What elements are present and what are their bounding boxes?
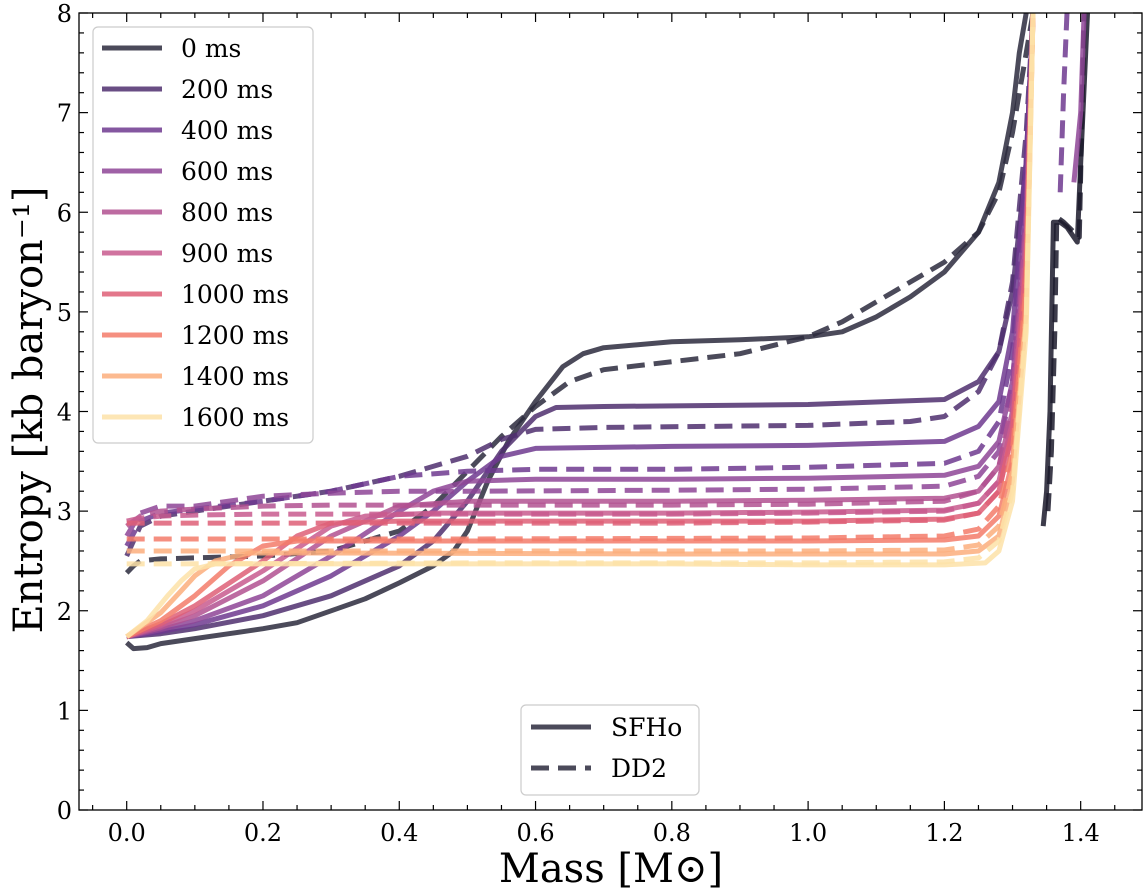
x-tick-label: 1.0 <box>789 819 827 847</box>
legend-label: 900 ms <box>181 239 273 268</box>
labels-layer: 0.0 0.2 0.4 0.6 0.8 1.0 1.2 1.4 0 1 2 3 4 5 6 7 8 <box>57 0 1100 847</box>
legend-eos-label: DD2 <box>611 754 667 783</box>
series-line-outer-spikes-sfho <box>1071 13 1087 183</box>
legend-label: 0 ms <box>181 34 241 63</box>
x-tick-label: 1.4 <box>1062 819 1100 847</box>
y-tick-label: 1 <box>57 697 72 725</box>
x-tick-label: 1.2 <box>925 819 963 847</box>
ticks-layer <box>79 12 1142 811</box>
series-layer <box>124 13 1090 652</box>
legend-eos-label: SFHo <box>611 713 682 742</box>
series-line-late-time-lobe-dd2 <box>1045 13 1087 512</box>
legend-label: 1600 ms <box>181 403 289 432</box>
y-tick-label: 7 <box>57 100 72 128</box>
x-tick-label: 0.4 <box>380 819 418 847</box>
x-tick-label: 0.0 <box>108 819 146 847</box>
y-tick-label: 6 <box>57 199 72 227</box>
y-tick-label: 3 <box>57 498 72 526</box>
x-axis-title: Mass [M⊙] <box>499 846 723 892</box>
legend-times: 0 ms 200 ms 400 ms 600 ms 800 ms 900 ms 1000 m… <box>92 26 314 444</box>
y-tick-label: 4 <box>57 399 72 427</box>
y-axis-title: Entropy [kb baryon⁻¹] <box>6 186 52 633</box>
y-tick-label: 8 <box>57 0 72 28</box>
legend-label: 800 ms <box>181 198 273 227</box>
series-line-800-ms-dd2 <box>125 13 1036 529</box>
series-line-outer-spikes-dd2 <box>1057 13 1070 193</box>
x-tick-label: 0.6 <box>516 819 554 847</box>
legend-label: 1200 ms <box>181 321 289 350</box>
legend-label: 1000 ms <box>181 280 289 309</box>
x-tick-label: 0.2 <box>244 819 282 847</box>
legend-label: 400 ms <box>181 116 273 145</box>
series-line-0-ms-dd2 <box>124 13 1036 575</box>
series-line-600-ms-dd2 <box>124 13 1036 538</box>
y-tick-label: 2 <box>57 598 72 626</box>
series-line-400-ms-sfho <box>126 13 1036 640</box>
y-tick-label: 0 <box>57 797 72 825</box>
legend-eos: SFHo DD2 <box>520 704 700 796</box>
series-line-1600-ms-dd2 <box>126 13 1036 567</box>
legend-label: 200 ms <box>181 75 273 104</box>
series-line-200-ms-sfho <box>126 13 1036 640</box>
x-tick-label: 0.8 <box>653 819 691 847</box>
legend-label: 1400 ms <box>181 362 289 391</box>
series-line-400-ms-dd2 <box>124 13 1036 548</box>
legend-label: 600 ms <box>181 157 273 186</box>
y-tick-label: 5 <box>57 299 72 327</box>
